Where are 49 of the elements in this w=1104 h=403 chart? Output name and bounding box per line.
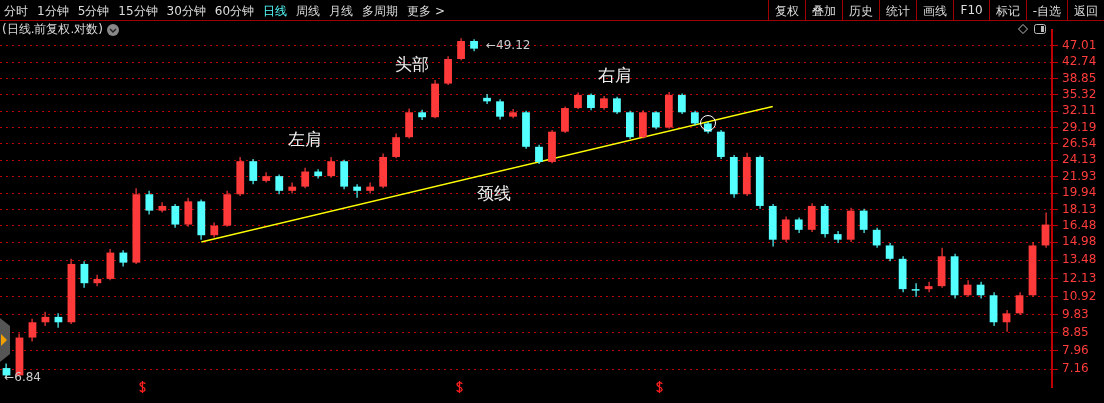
y-tick-label: 13.48 — [1062, 252, 1097, 267]
text: -自选 — [1025, 0, 1067, 20]
text: 叠加 — [805, 0, 843, 20]
y-tick-label: 12.13 — [1062, 270, 1097, 285]
y-tick-label: 7.16 — [1062, 361, 1089, 376]
text: 分时 — [3, 3, 29, 20]
text: 5分钟 — [76, 3, 111, 20]
text: 周线 — [295, 3, 322, 20]
y-tick-label: 21.93 — [1062, 168, 1097, 183]
text: 标记 — [988, 0, 1026, 20]
y-tick-label: 35.32 — [1062, 86, 1097, 101]
y-tick-label: 38.85 — [1062, 70, 1097, 85]
text: F10 — [953, 0, 989, 20]
y-tick-label: 29.19 — [1062, 119, 1097, 134]
text: 30分钟 — [165, 3, 207, 20]
text: 15分钟 — [117, 3, 159, 20]
text: 1分钟 — [36, 3, 70, 20]
annotation: ←6.84 — [4, 370, 41, 385]
chart-title: (日线.前复权.对数) — [2, 21, 103, 38]
y-tick-label: 47.01 — [1062, 37, 1097, 52]
text: 更多 > — [406, 3, 446, 20]
text: 月线 — [328, 3, 355, 20]
y-tick-label: 7.96 — [1062, 342, 1089, 357]
y-tick-label: 32.11 — [1062, 103, 1097, 118]
text: 60分钟 — [213, 3, 256, 20]
annotation: ←49.12 — [486, 38, 531, 53]
y-tick-label: 18.13 — [1062, 201, 1097, 216]
annotation: 颈线 — [477, 182, 512, 203]
text: 画线 — [916, 0, 954, 20]
y-tick-label: 19.94 — [1062, 185, 1097, 200]
text: 多周期 — [361, 3, 400, 20]
text: 复权 — [768, 0, 806, 20]
y-tick-label: 26.54 — [1062, 136, 1097, 151]
text: 日线 — [262, 3, 289, 20]
y-tick-label: 10.92 — [1062, 288, 1097, 303]
text: 返回 — [1067, 0, 1104, 20]
y-tick-label: 16.48 — [1062, 217, 1097, 232]
y-tick-label: 9.83 — [1062, 306, 1089, 321]
text: 统计 — [879, 0, 917, 20]
y-tick-label: 42.74 — [1062, 54, 1097, 69]
y-tick-label: 14.98 — [1062, 234, 1097, 249]
y-tick-label: 8.85 — [1062, 324, 1089, 339]
text: 历史 — [842, 0, 880, 20]
y-tick-label: 24.13 — [1062, 152, 1097, 167]
candlestick — [158, 202, 167, 213]
annotation: 头部 — [395, 54, 430, 75]
annotation: 左肩 — [288, 129, 323, 150]
annotation: 右肩 — [598, 64, 633, 85]
candlestick — [262, 172, 271, 183]
